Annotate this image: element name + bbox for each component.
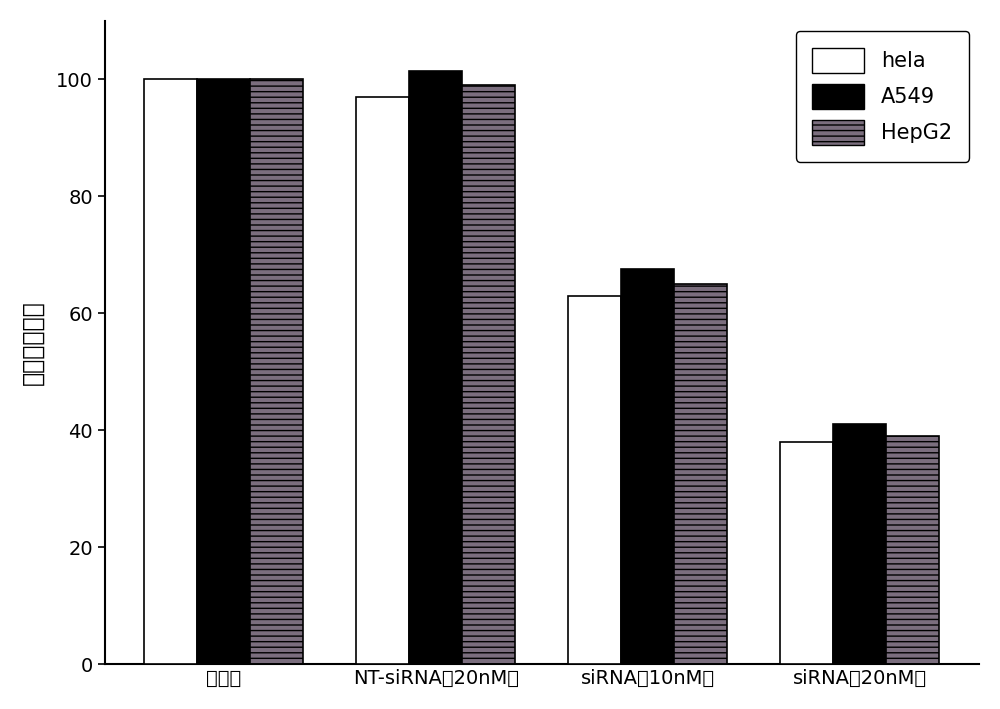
Bar [197, 79, 250, 664]
Y-axis label: 抑制率（％）: 抑制率（％） [21, 300, 45, 385]
Legend: hela, A549, HepG2: hela, A549, HepG2 [796, 31, 969, 162]
Bar [674, 284, 727, 664]
Bar [780, 442, 833, 664]
Bar [886, 436, 939, 664]
Bar [462, 85, 515, 664]
Bar [144, 79, 197, 664]
Bar [621, 269, 674, 664]
Bar [568, 296, 621, 664]
Bar [833, 425, 886, 664]
Bar [356, 97, 409, 664]
Bar [409, 71, 462, 664]
Bar [250, 79, 303, 664]
